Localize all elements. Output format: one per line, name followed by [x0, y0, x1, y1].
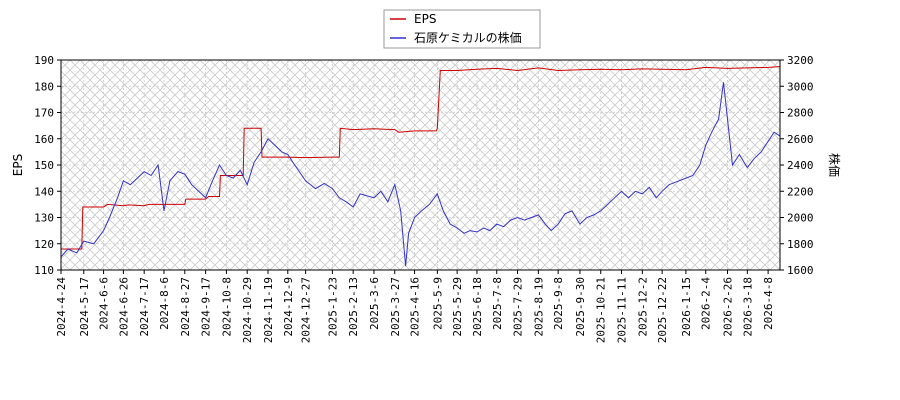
x-tick-label: 2025-12-22	[656, 277, 669, 343]
y-right-tick-label: 3000	[787, 80, 814, 93]
gridlines	[61, 60, 780, 270]
x-tick-label: 2025-4-16	[409, 277, 422, 337]
x-tick-label: 2024-6-6	[98, 277, 111, 330]
y-axis-right: 1600 1800 2000 2200 2400 2600 2800 3000 3200	[780, 54, 814, 277]
legend-label-stock-price: 石原ケミカルの株価	[414, 30, 522, 45]
y-right-tick-label: 2800	[787, 107, 814, 120]
x-tick-label: 2025-6-18	[471, 277, 484, 337]
y-left-tick-label: 130	[34, 212, 54, 225]
series-line-eps	[61, 66, 781, 250]
x-tick-label: 2026-4-8	[762, 277, 775, 330]
x-tick-label: 2025-3-27	[389, 277, 402, 337]
y-right-tick-label: 3200	[787, 54, 814, 67]
x-tick-label: 2024-8-6	[158, 277, 171, 330]
x-tick-label: 2024-11-19	[262, 277, 275, 343]
legend-label-eps: EPS	[414, 12, 436, 26]
x-tick-label: 2025-2-13	[347, 277, 360, 337]
x-tick-label: 2024-10-29	[241, 277, 254, 343]
x-tick-label: 2026-1-15	[680, 277, 693, 337]
x-tick-label: 2026-3-18	[741, 277, 754, 337]
series-line-stock-price	[60, 82, 781, 267]
x-tick-label: 2024-12-9	[282, 277, 295, 337]
y-right-tick-label: 2600	[787, 133, 814, 146]
y-left-tick-label: 120	[34, 238, 54, 251]
y-right-tick-label: 1800	[787, 238, 814, 251]
y-left-tick-label: 180	[34, 80, 54, 93]
x-tick-label: 2024-10-8	[220, 277, 233, 337]
x-tick-label: 2025-11-11	[616, 277, 629, 343]
x-axis: 2024-4-24 2024-5-17 2024-6-6 2024-6-26 2024-…	[55, 270, 775, 343]
x-tick-label: 2025-7-8	[491, 277, 504, 330]
x-tick-label: 2024-12-27	[300, 277, 313, 343]
x-tick-label: 2024-4-24	[55, 277, 68, 337]
x-tick-label: 2025-7-29	[512, 277, 525, 337]
y-axis-right-label: 株価	[827, 153, 842, 177]
series-group	[60, 66, 781, 267]
x-tick-label: 2025-8-19	[532, 277, 545, 337]
y-right-tick-label: 2000	[787, 212, 814, 225]
plot-hatch	[61, 60, 780, 270]
x-tick-label: 2026-2-26	[722, 277, 735, 337]
y-axis-left: 110 120 130 140 150 160 170 180 190	[34, 54, 61, 277]
y-right-tick-label: 1600	[787, 264, 814, 277]
x-tick-label: 2025-1-23	[326, 277, 339, 337]
y-left-tick-label: 170	[34, 107, 54, 120]
x-tick-label: 2025-5-9	[431, 277, 444, 330]
legend: EPS 石原ケミカルの株価	[383, 9, 541, 49]
x-tick-label: 2025-9-30	[574, 277, 587, 337]
y-left-tick-label: 190	[34, 54, 54, 67]
y-left-tick-label: 160	[34, 133, 54, 146]
y-left-tick-label: 150	[34, 159, 54, 172]
y-axis-left-label: EPS	[11, 154, 25, 176]
x-tick-label: 2025-9-8	[552, 277, 565, 330]
x-tick-label: 2025-3-6	[368, 277, 381, 330]
y-left-tick-label: 140	[34, 185, 54, 198]
x-tick-label: 2024-6-26	[117, 277, 130, 337]
y-right-tick-label: 2400	[787, 159, 814, 172]
x-tick-label: 2024-9-17	[200, 277, 213, 337]
x-tick-label: 2024-5-17	[78, 277, 91, 337]
y-right-tick-label: 2200	[787, 185, 814, 198]
x-tick-label: 2025-5-29	[451, 277, 464, 337]
x-tick-label: 2025-12-2	[636, 277, 649, 337]
x-tick-label: 2024-8-27	[179, 277, 192, 337]
x-tick-label: 2025-10-21	[595, 277, 608, 343]
y-left-tick-label: 110	[34, 264, 54, 277]
x-tick-label: 2024-7-17	[138, 277, 151, 337]
x-tick-label: 2026-2-4	[700, 277, 713, 330]
